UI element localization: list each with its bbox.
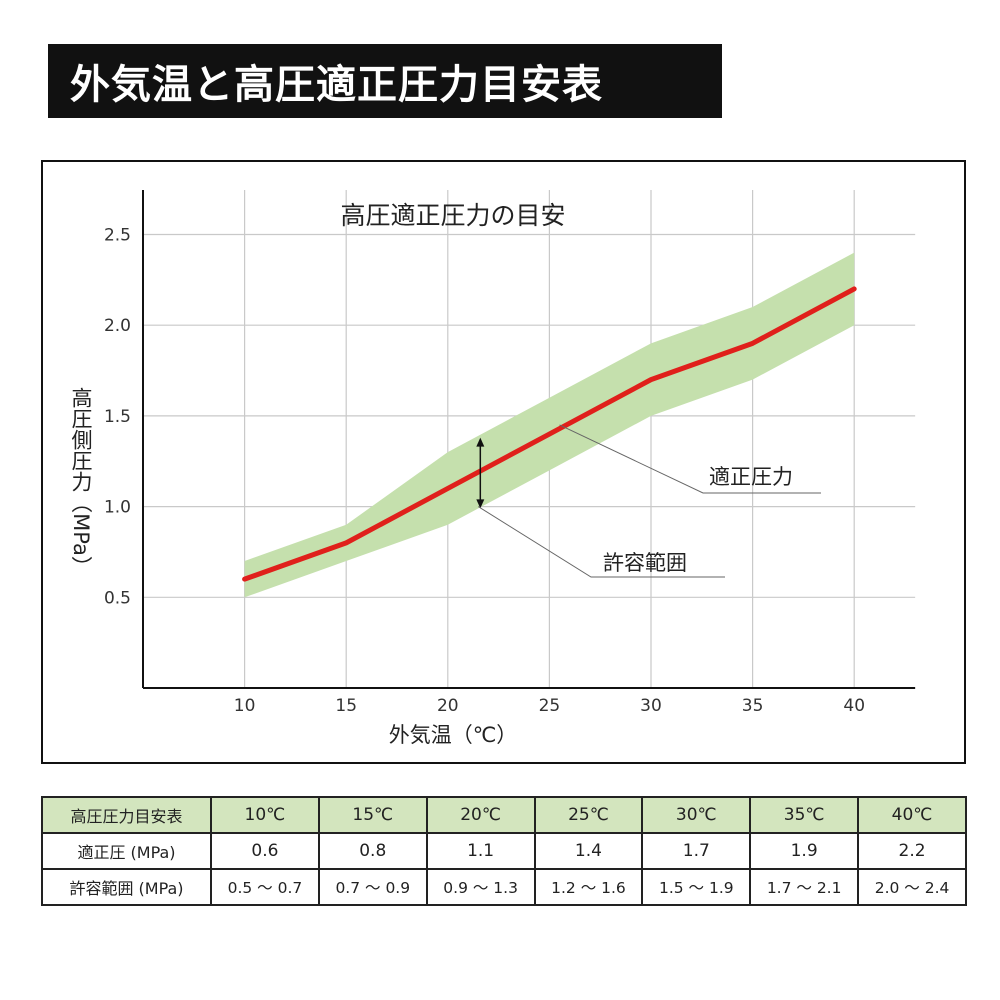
x-tick-label: 30 — [640, 696, 662, 716]
table-cell: 0.8 — [317, 832, 428, 870]
table-cell: 2.2 — [857, 832, 967, 870]
axes — [142, 190, 916, 689]
header-cell: 25℃ — [533, 796, 644, 834]
x-tick-label: 20 — [437, 696, 459, 716]
table-cell: 1.9 — [749, 832, 860, 870]
row-label: 適正圧 (MPa) — [41, 832, 212, 870]
row-label: 許容範囲 (MPa) — [41, 868, 212, 906]
header-cell: 35℃ — [749, 796, 860, 834]
tolerance-band-layer — [244, 252, 855, 598]
table-cell: 1.1 — [425, 832, 536, 870]
y-tick-label: 0.5 — [104, 588, 131, 608]
table-cell: 2.0 〜 2.4 — [857, 868, 967, 906]
leader-line-proper — [559, 424, 821, 494]
pressure-table: 高圧圧力目安表 10℃ 15℃ 20℃ 25℃ 30℃ 35℃ 40℃ 適正圧 … — [41, 796, 967, 906]
table-row: 許容範囲 (MPa) 0.5 〜 0.7 0.7 〜 0.9 0.9 〜 1.3… — [41, 868, 967, 906]
header-cell: 40℃ — [857, 796, 967, 834]
annotation-tolerance-range: 許容範囲 — [603, 551, 687, 575]
y-axis-label: 高圧側圧力（MPa） — [69, 387, 93, 577]
banner-title: 外気温と高圧適正圧力目安表 — [48, 44, 722, 118]
tick-labels: 10 15 20 25 30 35 40 0.5 1.0 1.5 2.0 2.5 — [104, 226, 865, 717]
grid — [143, 190, 916, 688]
y-tick-label: 1.0 — [104, 498, 131, 518]
tolerance-arrow-head-down — [476, 499, 485, 509]
table-cell: 0.7 〜 0.9 — [317, 868, 428, 906]
table-cell: 1.5 〜 1.9 — [641, 868, 752, 906]
proper-pressure-line-layer — [242, 286, 857, 582]
table-cell: 0.9 〜 1.3 — [425, 868, 536, 906]
table-cell: 1.4 — [533, 832, 644, 870]
table-cell: 0.5 〜 0.7 — [210, 868, 320, 906]
x-tick-label: 10 — [234, 696, 256, 716]
table-cell: 1.7 〜 2.1 — [749, 868, 860, 906]
header-cell: 20℃ — [425, 796, 536, 834]
tolerance-arrow-head-up — [476, 437, 485, 447]
header-cell: 30℃ — [641, 796, 752, 834]
leader-line-tolerance — [478, 506, 725, 578]
y-tick-label: 1.5 — [104, 407, 131, 427]
tolerance-band — [244, 252, 855, 598]
x-tick-label: 35 — [742, 696, 764, 716]
chart-frame: 10 15 20 25 30 35 40 0.5 1.0 1.5 2.0 2.5 適正圧力許容範囲 高… — [41, 160, 966, 764]
table-cell: 0.6 — [210, 832, 320, 870]
chart-title: 高圧適正圧力の目安 — [340, 201, 565, 230]
x-tick-label: 25 — [539, 696, 561, 716]
x-axis-label: 外気温（℃） — [389, 723, 518, 747]
y-tick-label: 2.0 — [104, 316, 131, 336]
table-header-row: 高圧圧力目安表 10℃ 15℃ 20℃ 25℃ 30℃ 35℃ 40℃ — [41, 796, 967, 834]
annotation-proper-pressure: 適正圧力 — [709, 465, 793, 489]
table-row: 適正圧 (MPa) 0.6 0.8 1.1 1.4 1.7 1.9 2.2 — [41, 832, 967, 870]
x-tick-label: 40 — [843, 696, 865, 716]
x-tick-label: 15 — [335, 696, 357, 716]
table-cell: 1.2 〜 1.6 — [533, 868, 644, 906]
y-tick-label: 2.5 — [104, 226, 131, 246]
header-cell: 15℃ — [317, 796, 428, 834]
table-cell: 1.7 — [641, 832, 752, 870]
table-corner: 高圧圧力目安表 — [41, 796, 212, 834]
header-cell: 10℃ — [210, 796, 320, 834]
